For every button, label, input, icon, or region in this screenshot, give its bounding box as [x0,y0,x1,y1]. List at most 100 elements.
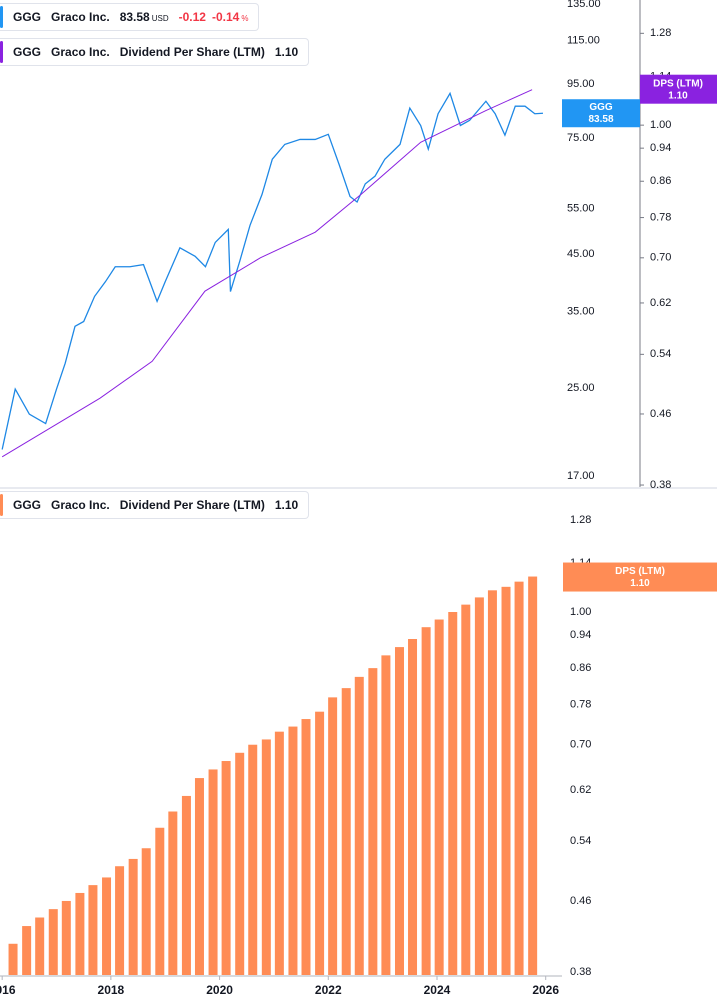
bar [421,627,431,975]
bar [341,688,351,975]
bar-legend[interactable]: GGG Graco Inc. Dividend Per Share (LTM) … [0,491,310,519]
dps-badge [640,74,717,104]
legend-price-group: 83.58 USD [120,10,169,24]
legend-currency: USD [151,14,169,23]
bar [328,697,338,975]
price-badge-symbol: GGG [589,102,613,113]
bar [22,926,32,975]
x-tick-label: 2016 [0,983,16,997]
y2-tick-label: 0.54 [650,348,671,360]
bar [315,711,325,975]
legend-series: Dividend Per Share (LTM) [119,45,265,59]
bar [301,719,311,975]
legend-pct-sign: % [241,14,249,23]
legend-color [0,41,3,63]
y-tick-label: 35.00 [567,305,595,317]
y-tick-label: 0.54 [570,835,591,847]
bar [88,885,98,975]
y2-tick-label: 1.00 [650,119,671,131]
y-tick-label: 95.00 [567,78,595,90]
legend-change: -0.12 [178,10,206,24]
bar [461,604,471,975]
y2-tick-label: 0.70 [650,252,671,264]
bar [102,877,112,975]
legend-value: 1.10 [274,45,299,59]
bar [354,676,364,975]
bar [408,639,418,975]
bar [235,752,245,975]
bar [261,739,271,975]
legend-change-pct: -0.14 [211,10,240,24]
bar [194,778,204,975]
x-tick-label: 2020 [206,983,233,997]
bar [155,827,165,975]
dps-badge-value: 1.10 [668,90,688,101]
y-tick-label: 0.62 [570,784,591,796]
price-badge-value: 83.58 [588,114,613,125]
y-tick-label: 17.00 [567,470,595,482]
bar [115,866,125,975]
bar [501,586,511,975]
legend-change-pct-group: -0.14% [212,10,248,24]
bar [128,858,138,975]
dps-legend[interactable]: GGG Graco Inc. Dividend Per Share (LTM) … [0,38,310,66]
bar [528,576,538,975]
bar [221,761,231,975]
x-tick-label: 2024 [424,983,451,997]
dps-badge-name: DPS (LTM) [653,78,703,89]
legend-symbol: GGG [13,45,42,59]
legend-company: Graco Inc. [51,498,110,512]
y-tick-label: 25.00 [567,382,595,394]
dps-badge-value: 1.10 [630,578,650,589]
y2-tick-label: 0.94 [650,142,671,154]
bar [288,726,298,975]
bar [35,917,45,975]
y-tick-label: 1.00 [570,606,591,618]
y2-tick-label: 0.78 [650,211,671,223]
legend-company: Graco Inc. [51,45,110,59]
y2-tick-label: 0.46 [650,408,671,420]
bar [274,731,284,975]
legend-company: Graco Inc. [51,10,110,24]
y-tick-label: 0.78 [570,698,591,710]
bar [394,647,404,975]
y2-tick-label: 0.86 [650,175,671,187]
bar [181,795,191,975]
y-tick-label: 0.38 [570,966,591,978]
y-tick-label: 0.94 [570,629,591,641]
bar [248,744,258,975]
legend-symbol: GGG [13,498,42,512]
bar [168,811,178,975]
bar [448,612,458,975]
legend-symbol: GGG [13,10,42,24]
bar [8,943,18,975]
bar [208,769,218,975]
legend-value: 1.10 [274,498,299,512]
series-line [1,89,533,458]
price-legend[interactable]: GGG Graco Inc. 83.58 USD -0.12 -0.14% [0,3,260,31]
bar [75,892,85,975]
dps-badge-name: DPS (LTM) [615,566,665,577]
y-tick-label: 1.28 [570,514,591,526]
legend-series: Dividend Per Share (LTM) [119,498,265,512]
price-badge [562,99,640,128]
bar [487,590,497,975]
x-tick-label: 2022 [315,983,342,997]
y-tick-label: 75.00 [567,132,595,144]
x-tick-label: 2026 [532,983,559,997]
bar [61,900,71,975]
bar [48,909,58,975]
bar [434,619,444,975]
y-tick-label: 0.46 [570,895,591,907]
legend-color [0,6,3,28]
y2-tick-label: 1.28 [650,27,671,39]
y2-tick-label: 0.62 [650,297,671,309]
legend-price: 83.58 [119,10,150,24]
y-tick-label: 135.00 [567,0,601,10]
series-line [1,91,544,450]
y-tick-label: 0.86 [570,662,591,674]
legend-color [0,494,3,516]
x-tick-label: 2018 [98,983,125,997]
